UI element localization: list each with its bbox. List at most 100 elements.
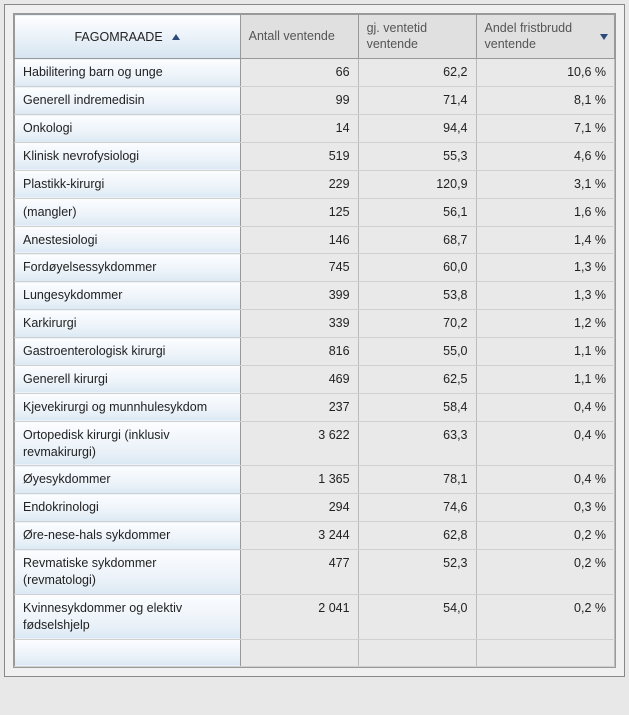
- cell-antall: 1 365: [240, 466, 358, 494]
- header-label: Andel fristbrudd ventende: [485, 21, 573, 51]
- cell-antall: 229: [240, 170, 358, 198]
- cell-antall: 125: [240, 198, 358, 226]
- header-row: FAGOMRAADE Antall ventende gj. ventetid …: [15, 15, 615, 59]
- cell-fristbrudd: 10,6 %: [476, 59, 614, 87]
- cell-ventetid: 60,0: [358, 254, 476, 282]
- cell-fristbrudd: 0,4 %: [476, 466, 614, 494]
- cell-fagomraade: Øyesykdommer: [15, 466, 241, 494]
- cell-empty: [358, 639, 476, 667]
- cell-empty: [15, 639, 241, 667]
- cell-fagomraade: Fordøyelsessykdommer: [15, 254, 241, 282]
- table-row[interactable]: Ortopedisk kirurgi (inklusiv revmakirurg…: [15, 421, 615, 466]
- cell-fagomraade: Karkirurgi: [15, 310, 241, 338]
- header-fagomraade[interactable]: FAGOMRAADE: [15, 15, 241, 59]
- cell-ventetid: 58,4: [358, 393, 476, 421]
- cell-antall: 477: [240, 550, 358, 595]
- cell-fagomraade: Generell kirurgi: [15, 365, 241, 393]
- cell-fristbrudd: 7,1 %: [476, 115, 614, 143]
- cell-fristbrudd: 1,1 %: [476, 365, 614, 393]
- cell-fagomraade: Generell indremedisin: [15, 87, 241, 115]
- sort-desc-icon: [600, 34, 608, 40]
- table-row[interactable]: Revmatiske sykdommer (revmatologi)47752,…: [15, 550, 615, 595]
- cell-fagomraade: Klinisk nevrofysiologi: [15, 142, 241, 170]
- cell-fristbrudd: 1,3 %: [476, 282, 614, 310]
- cell-fagomraade: Onkologi: [15, 115, 241, 143]
- table-row[interactable]: Habilitering barn og unge6662,210,6 %: [15, 59, 615, 87]
- cell-antall: 399: [240, 282, 358, 310]
- cell-fristbrudd: 3,1 %: [476, 170, 614, 198]
- header-andel-fristbrudd[interactable]: Andel fristbrudd ventende: [476, 15, 614, 59]
- cell-antall: 294: [240, 494, 358, 522]
- table-row[interactable]: Øyesykdommer1 36578,10,4 %: [15, 466, 615, 494]
- cell-antall: 339: [240, 310, 358, 338]
- cell-ventetid: 53,8: [358, 282, 476, 310]
- cell-fristbrudd: 0,2 %: [476, 594, 614, 639]
- cell-fagomraade: Revmatiske sykdommer (revmatologi): [15, 550, 241, 595]
- cell-empty: [476, 639, 614, 667]
- cell-fristbrudd: 0,4 %: [476, 421, 614, 466]
- table-row[interactable]: Endokrinologi29474,60,3 %: [15, 494, 615, 522]
- cell-ventetid: 56,1: [358, 198, 476, 226]
- cell-fristbrudd: 8,1 %: [476, 87, 614, 115]
- cell-fagomraade: Kjevekirurgi og munnhulesykdom: [15, 393, 241, 421]
- table-row[interactable]: Generell kirurgi46962,51,1 %: [15, 365, 615, 393]
- cell-antall: 2 041: [240, 594, 358, 639]
- table-row[interactable]: (mangler)12556,11,6 %: [15, 198, 615, 226]
- table-row[interactable]: Kjevekirurgi og munnhulesykdom23758,40,4…: [15, 393, 615, 421]
- table-body: Habilitering barn og unge6662,210,6 %Gen…: [15, 59, 615, 667]
- cell-ventetid: 55,0: [358, 338, 476, 366]
- cell-fagomraade: Anestesiologi: [15, 226, 241, 254]
- header-label: Antall ventende: [249, 29, 335, 43]
- cell-antall: 469: [240, 365, 358, 393]
- cell-antall: 66: [240, 59, 358, 87]
- cell-fagomraade: Lungesykdommer: [15, 282, 241, 310]
- cell-antall: 519: [240, 142, 358, 170]
- cell-ventetid: 71,4: [358, 87, 476, 115]
- cell-fristbrudd: 0,4 %: [476, 393, 614, 421]
- table-row[interactable]: Onkologi1494,47,1 %: [15, 115, 615, 143]
- header-label: FAGOMRAADE: [74, 30, 162, 44]
- cell-ventetid: 62,2: [358, 59, 476, 87]
- table-row[interactable]: Anestesiologi14668,71,4 %: [15, 226, 615, 254]
- table-row-empty: [15, 639, 615, 667]
- cell-fagomraade: Ortopedisk kirurgi (inklusiv revmakirurg…: [15, 421, 241, 466]
- table-row[interactable]: Klinisk nevrofysiologi51955,34,6 %: [15, 142, 615, 170]
- cell-antall: 237: [240, 393, 358, 421]
- header-gj-ventetid[interactable]: gj. ventetid ventende: [358, 15, 476, 59]
- table-row[interactable]: Generell indremedisin9971,48,1 %: [15, 87, 615, 115]
- cell-fagomraade: Kvinnesykdommer og elektiv fødselshjelp: [15, 594, 241, 639]
- cell-ventetid: 62,5: [358, 365, 476, 393]
- cell-antall: 816: [240, 338, 358, 366]
- cell-antall: 745: [240, 254, 358, 282]
- table-row[interactable]: Øre-nese-hals sykdommer3 24462,80,2 %: [15, 522, 615, 550]
- cell-ventetid: 62,8: [358, 522, 476, 550]
- cell-fristbrudd: 0,3 %: [476, 494, 614, 522]
- cell-fristbrudd: 1,2 %: [476, 310, 614, 338]
- table-row[interactable]: Kvinnesykdommer og elektiv fødselshjelp2…: [15, 594, 615, 639]
- cell-empty: [240, 639, 358, 667]
- cell-fristbrudd: 1,4 %: [476, 226, 614, 254]
- cell-ventetid: 78,1: [358, 466, 476, 494]
- cell-ventetid: 63,3: [358, 421, 476, 466]
- cell-fristbrudd: 0,2 %: [476, 550, 614, 595]
- table-row[interactable]: Plastikk-kirurgi229120,93,1 %: [15, 170, 615, 198]
- cell-ventetid: 74,6: [358, 494, 476, 522]
- cell-fristbrudd: 1,6 %: [476, 198, 614, 226]
- cell-ventetid: 54,0: [358, 594, 476, 639]
- cell-antall: 14: [240, 115, 358, 143]
- header-antall-ventende[interactable]: Antall ventende: [240, 15, 358, 59]
- cell-fagomraade: Endokrinologi: [15, 494, 241, 522]
- cell-fagomraade: Øre-nese-hals sykdommer: [15, 522, 241, 550]
- panel-frame: FAGOMRAADE Antall ventende gj. ventetid …: [4, 4, 625, 677]
- cell-ventetid: 68,7: [358, 226, 476, 254]
- table-row[interactable]: Lungesykdommer39953,81,3 %: [15, 282, 615, 310]
- cell-antall: 3 244: [240, 522, 358, 550]
- cell-ventetid: 120,9: [358, 170, 476, 198]
- table-row[interactable]: Gastroenterologisk kirurgi81655,01,1 %: [15, 338, 615, 366]
- cell-fristbrudd: 1,1 %: [476, 338, 614, 366]
- cell-fagomraade: Habilitering barn og unge: [15, 59, 241, 87]
- cell-ventetid: 55,3: [358, 142, 476, 170]
- table-row[interactable]: Karkirurgi33970,21,2 %: [15, 310, 615, 338]
- header-label: gj. ventetid ventende: [367, 21, 427, 51]
- table-row[interactable]: Fordøyelsessykdommer74560,01,3 %: [15, 254, 615, 282]
